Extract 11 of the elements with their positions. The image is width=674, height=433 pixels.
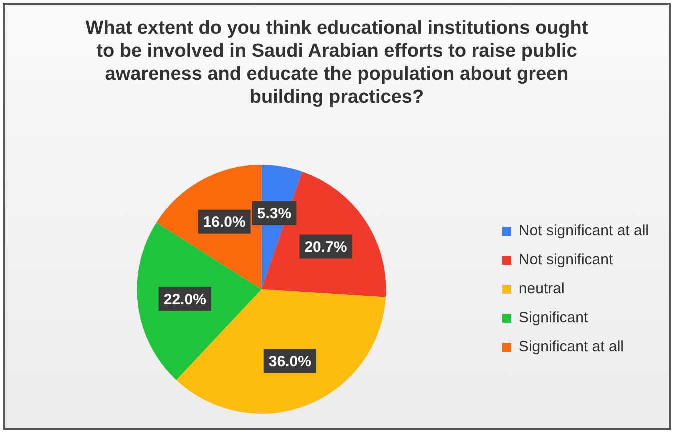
legend-label: Not significant at all <box>518 222 650 240</box>
legend-label: neutral <box>518 280 565 298</box>
legend-label: Significant <box>518 310 589 327</box>
legend-label: Significant at all <box>518 338 624 356</box>
data-label: 5.3% <box>257 206 292 223</box>
data-label: 22.0% <box>164 291 206 308</box>
legend-label: Not significant <box>518 252 614 269</box>
data-label: 36.0% <box>268 353 312 370</box>
data-label: 16.0% <box>203 214 246 231</box>
chart-title: What extent do you think educational institutions ought to be involved in Saudi Arabian efforts to raise public awareness and educate the population about green building practices? <box>84 17 590 109</box>
data-label: 20.7% <box>304 238 348 256</box>
